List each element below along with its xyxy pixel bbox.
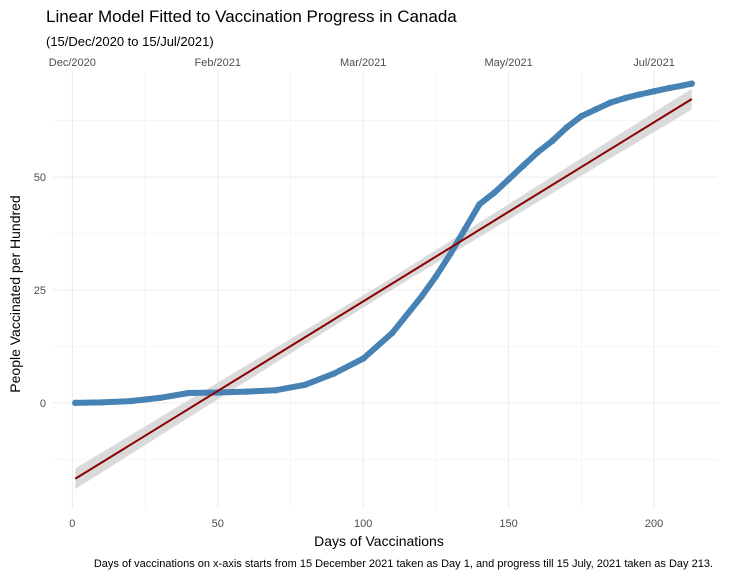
data-point (301, 381, 309, 389)
points-layer (72, 80, 696, 407)
fit-line-layer (74, 98, 693, 480)
data-point (243, 388, 251, 395)
data-point (650, 88, 658, 95)
data-point (665, 84, 672, 92)
y-tick-label: 0 (40, 398, 46, 410)
data-point (389, 329, 396, 337)
top-axis-labels: Dec/2020 Feb/2021 Mar/2021 May/2021 Jul/2021 (49, 57, 675, 69)
chart-title: Linear Model Fitted to Vaccination Progr… (46, 7, 457, 26)
data-point (359, 355, 367, 362)
y-axis-title: People Vaccinated per Hundred (7, 195, 23, 392)
x-tick-label: 50 (212, 518, 224, 530)
data-point (272, 387, 280, 394)
data-point (447, 250, 454, 258)
data-point (127, 397, 134, 405)
top-date-label: May/2021 (484, 57, 532, 69)
linear-fit-line (74, 98, 693, 480)
data-point (621, 94, 629, 102)
x-tick-label: 100 (354, 518, 372, 530)
y-axis-ticks: 0 25 50 (34, 172, 46, 410)
data-point (156, 394, 163, 402)
top-date-label: Mar/2021 (340, 57, 386, 69)
top-date-label: Dec/2020 (49, 57, 96, 69)
grid (52, 71, 718, 509)
data-point (476, 201, 483, 208)
chart-caption: Days of vaccinations on x-axis starts fr… (94, 558, 713, 570)
vaccination-points-trace (72, 80, 695, 406)
data-point (636, 91, 643, 98)
data-point (519, 162, 527, 170)
x-tick-label: 200 (645, 518, 663, 530)
data-point (418, 293, 425, 300)
data-point (505, 176, 512, 183)
data-point (432, 273, 440, 280)
data-point (578, 112, 585, 120)
x-tick-label: 150 (499, 518, 517, 530)
top-date-label: Feb/2021 (195, 57, 241, 69)
data-point (549, 137, 556, 145)
data-point (330, 370, 338, 377)
data-point (592, 106, 600, 113)
y-tick-label: 25 (34, 285, 46, 297)
data-point (679, 82, 687, 89)
data-point (688, 80, 696, 87)
x-axis-ticks: 0 50 100 150 200 (69, 518, 663, 530)
data-point (461, 225, 469, 233)
data-point (98, 399, 105, 406)
x-axis-title: Days of Vaccinations (314, 533, 444, 549)
chart-subtitle: (15/Dec/2020 to 15/Jul/2021) (46, 34, 214, 49)
data-point (185, 389, 192, 397)
data-point (534, 149, 541, 156)
data-point (72, 399, 79, 407)
y-tick-label: 50 (34, 172, 46, 184)
x-tick-label: 0 (69, 518, 75, 530)
data-point (563, 124, 570, 131)
data-point (490, 189, 498, 197)
data-point (607, 99, 614, 106)
top-date-label: Jul/2021 (633, 57, 675, 69)
